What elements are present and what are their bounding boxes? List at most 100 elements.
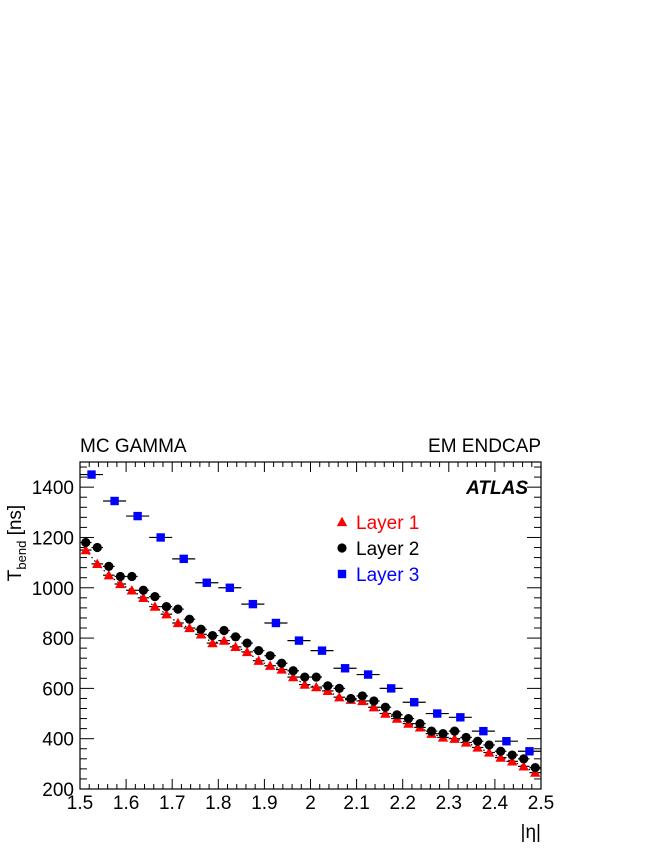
data-point (202, 578, 211, 587)
y-tick-label: 1400 (32, 478, 74, 499)
data-point (80, 544, 91, 555)
x-axis-tick-labels: 1.5 1.6 1.7 1.8 1.9 2 2.1 2.2 2.3 2.4 2.5 (67, 793, 554, 814)
data-point (264, 660, 276, 670)
data-point (81, 537, 91, 548)
data-point (207, 630, 218, 641)
data-point (415, 719, 425, 729)
series-layer-1 (80, 544, 541, 777)
data-point (92, 558, 103, 569)
data-point (518, 761, 529, 771)
data-point (156, 533, 165, 542)
data-point (241, 646, 253, 657)
data-point (288, 666, 298, 676)
y-axis-ticks (80, 466, 541, 790)
data-point (218, 635, 230, 645)
data-point (104, 561, 114, 571)
x-axis-ticks (79, 462, 542, 789)
legend-label: Layer 1 (356, 513, 419, 534)
data-point (502, 737, 511, 746)
data-point (92, 542, 102, 553)
data-point (172, 617, 184, 628)
data-point (87, 470, 96, 479)
y-tick-label: 200 (42, 780, 74, 801)
y-axis-label-subscript: bend (14, 541, 29, 570)
data-point (219, 625, 229, 636)
data-point (473, 736, 483, 746)
x-tick-label: 2.2 (389, 793, 415, 814)
data-point (248, 599, 258, 609)
x-tick-label: 2.1 (343, 793, 369, 814)
data-point (253, 655, 264, 665)
data-point (207, 637, 218, 648)
series-layer-3 (80, 470, 541, 756)
y-axis-label: Tbend [ns] (5, 505, 29, 581)
plot-frame (79, 461, 542, 790)
x-tick-label: 1.8 (205, 793, 231, 814)
data-point (363, 670, 373, 679)
x-tick-label: 2.4 (482, 793, 509, 814)
data-point (277, 658, 287, 668)
y-tick-label: 1200 (32, 528, 74, 549)
x-tick-label: 1.9 (251, 793, 277, 814)
data-point (161, 602, 172, 612)
y-tick-label: 800 (42, 629, 74, 650)
data-point (242, 638, 252, 648)
data-point (368, 702, 380, 712)
data-point (110, 496, 119, 506)
data-point (433, 709, 442, 718)
y-axis-label-main: T (5, 569, 26, 581)
data-point (311, 681, 322, 692)
data-point (346, 693, 356, 704)
data-point (340, 664, 350, 673)
legend-label: Layer 3 (356, 565, 419, 586)
data-point (115, 571, 125, 582)
x-tick-label: 2.5 (528, 793, 554, 814)
top-right-label: EM ENDCAP (428, 436, 541, 457)
y-axis-tick-labels: 200 400 600 800 1000 1200 1400 (32, 478, 74, 801)
data-point (392, 710, 402, 720)
data-point (507, 750, 517, 760)
data-point (138, 592, 149, 602)
data-point (357, 691, 367, 701)
data-point (276, 664, 287, 674)
data-point (484, 740, 494, 750)
data-point (323, 681, 333, 691)
data-point (334, 691, 345, 702)
data-point (495, 752, 506, 762)
top-left-label: MC GAMMA (80, 436, 187, 457)
data-point (115, 578, 126, 589)
data-point (271, 618, 281, 628)
data-point (230, 632, 241, 642)
data-point (449, 726, 460, 736)
data-point (449, 733, 460, 743)
data-point (184, 622, 195, 633)
data-point (525, 747, 534, 756)
data-point (265, 651, 275, 661)
data-point (461, 732, 471, 743)
y-tick-label: 600 (42, 679, 74, 700)
legend: Layer 1 Layer 2 Layer 3 (336, 513, 419, 586)
series-layer-2 (80, 537, 541, 773)
data-point (288, 671, 299, 682)
data-point (149, 601, 161, 611)
data-point (530, 763, 540, 773)
data-point (386, 684, 396, 693)
data-point (300, 672, 310, 682)
x-tick-label: 1.5 (67, 793, 93, 814)
x-tick-label: 2 (305, 793, 316, 814)
data-point (184, 614, 195, 624)
data-point (299, 679, 310, 689)
x-tick-label: 1.7 (159, 793, 185, 814)
data-point (380, 702, 391, 712)
data-point (317, 646, 327, 655)
y-tick-label: 1000 (32, 579, 74, 600)
legend-marker (337, 543, 347, 553)
data-point (133, 511, 142, 521)
data-point (369, 696, 379, 706)
data-point (456, 713, 465, 722)
data-point (426, 726, 437, 736)
data-point (496, 746, 506, 756)
data-point (126, 585, 138, 595)
data-point (311, 672, 321, 682)
data-point (403, 713, 414, 724)
